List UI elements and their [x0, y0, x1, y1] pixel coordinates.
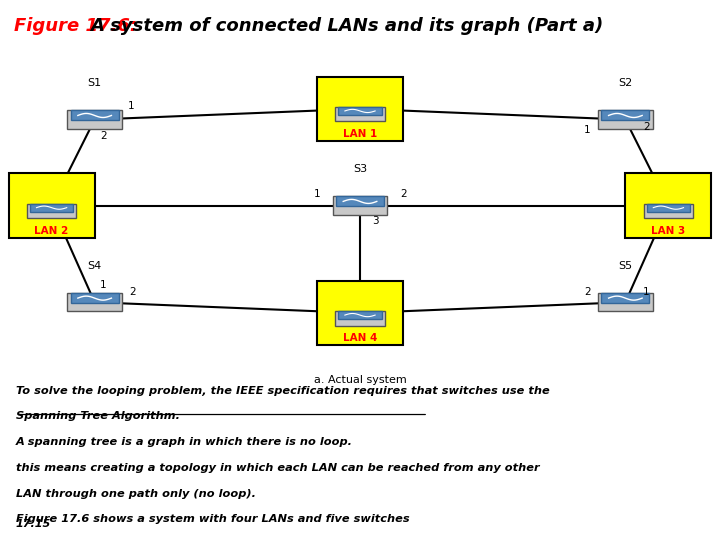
Text: To solve the looping problem, the IEEE specification requires that switches use : To solve the looping problem, the IEEE s…: [16, 386, 549, 395]
Bar: [336, 197, 384, 206]
Bar: [647, 204, 690, 212]
Bar: [338, 311, 382, 319]
Text: S5: S5: [618, 261, 632, 271]
Text: 3: 3: [372, 215, 379, 226]
Text: 2: 2: [643, 123, 649, 132]
Text: S2: S2: [618, 78, 632, 89]
Text: Figure 17.6 shows a system with four LANs and five switches: Figure 17.6 shows a system with four LAN…: [16, 515, 410, 524]
Text: LAN through one path only (no loop).: LAN through one path only (no loop).: [16, 489, 256, 498]
Text: S4: S4: [88, 261, 102, 271]
Text: 2: 2: [100, 131, 107, 141]
Bar: [71, 293, 119, 303]
Bar: [317, 281, 403, 345]
Text: Figure 17.6:: Figure 17.6:: [14, 17, 138, 35]
Bar: [644, 204, 693, 218]
Bar: [333, 197, 387, 215]
Text: 2: 2: [130, 287, 136, 297]
Text: 17.15: 17.15: [16, 519, 51, 529]
Text: S3: S3: [353, 164, 367, 174]
Bar: [601, 293, 649, 303]
Text: LAN 3: LAN 3: [652, 226, 685, 235]
Bar: [68, 293, 122, 312]
Text: 1: 1: [127, 102, 134, 111]
Text: 2: 2: [584, 287, 590, 297]
Text: LAN 2: LAN 2: [35, 226, 68, 235]
Bar: [601, 111, 649, 120]
Bar: [598, 111, 652, 129]
Bar: [71, 111, 119, 120]
Bar: [336, 107, 384, 122]
Text: 1: 1: [584, 125, 590, 135]
Text: 2: 2: [400, 188, 407, 199]
Bar: [626, 173, 711, 238]
Text: LAN 1: LAN 1: [343, 129, 377, 139]
Bar: [27, 204, 76, 218]
Bar: [338, 107, 382, 115]
Text: LAN 4: LAN 4: [343, 333, 377, 343]
Bar: [9, 173, 94, 238]
Bar: [30, 204, 73, 212]
Bar: [598, 293, 652, 312]
Bar: [68, 111, 122, 129]
Text: Spanning Tree Algorithm.: Spanning Tree Algorithm.: [16, 411, 180, 421]
Bar: [336, 311, 384, 326]
Text: this means creating a topology in which each LAN can be reached from any other: this means creating a topology in which …: [16, 463, 539, 473]
Text: A system of connected LANs and its graph (Part a): A system of connected LANs and its graph…: [90, 17, 603, 35]
Bar: [317, 77, 403, 141]
Text: S1: S1: [88, 78, 102, 89]
Text: 1: 1: [313, 188, 320, 199]
Text: a. Actual system: a. Actual system: [314, 375, 406, 385]
Text: A spanning tree is a graph in which there is no loop.: A spanning tree is a graph in which ther…: [16, 437, 353, 447]
Text: 1: 1: [643, 287, 649, 298]
Text: 1: 1: [100, 280, 107, 290]
